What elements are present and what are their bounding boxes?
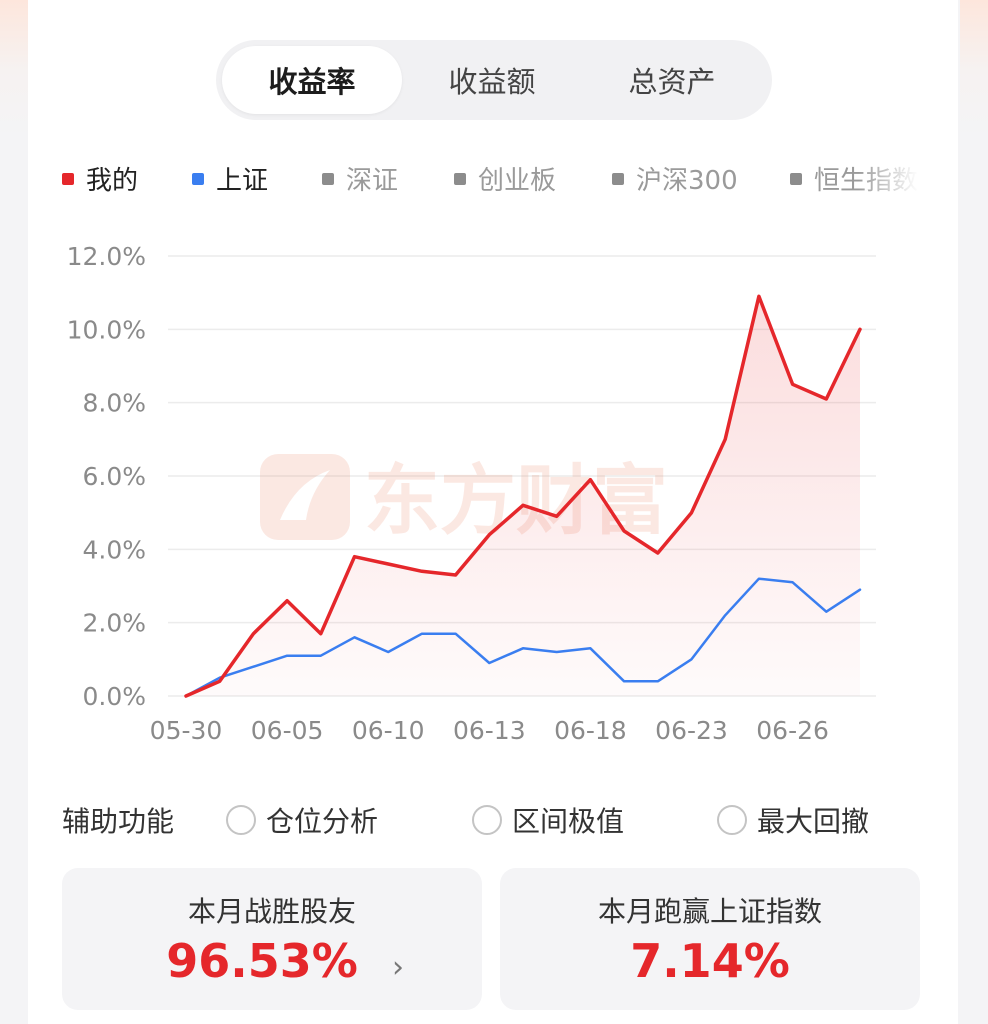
x-tick-label: 06-18 xyxy=(554,716,627,745)
stat-label: 本月战胜股友 xyxy=(187,895,356,928)
option-label: 最大回撤 xyxy=(757,805,870,838)
series-area-0 xyxy=(186,296,860,696)
option-max-drawdown[interactable]: 最大回撤 xyxy=(717,800,869,840)
option-label: 仓位分析 xyxy=(266,805,379,838)
series-line-mine xyxy=(184,294,862,698)
legend-swatch-icon xyxy=(192,172,204,185)
radio-icon[interactable] xyxy=(717,805,747,835)
legend-item-chinext[interactable]: 创业板 xyxy=(454,160,556,197)
x-tick-label: 06-05 xyxy=(251,716,324,745)
option-label: 区间极值 xyxy=(512,805,625,838)
legend-label: 深证 xyxy=(346,166,399,196)
legend-label: 沪深300 xyxy=(636,166,738,196)
chevron-right-icon[interactable]: › xyxy=(392,950,404,985)
y-tick-label: 0.0% xyxy=(82,682,146,711)
stat-label: 本月跑赢上证指数 xyxy=(597,895,822,928)
watermark-logo-mark xyxy=(280,470,330,520)
return-rate-chart: 东方财富 0.0%2.0%4.0%6.0%8.0%10.0%12.0% 05-3… xyxy=(67,242,876,745)
y-tick-label: 12.0% xyxy=(67,242,146,271)
watermark-logo-icon xyxy=(260,454,350,540)
legend-swatch-icon xyxy=(790,172,802,185)
x-tick-label: 06-10 xyxy=(352,716,425,745)
y-tick-label: 2.0% xyxy=(82,609,146,638)
y-tick-label: 10.0% xyxy=(67,315,146,344)
tab-return-rate[interactable]: 收益率 xyxy=(222,46,402,114)
legend-item-shanghai[interactable]: 上证 xyxy=(192,160,268,197)
tab-total-assets[interactable]: 总资产 xyxy=(628,65,716,99)
x-tick-label: 05-30 xyxy=(150,716,223,745)
chart-card: 收益率 收益额 总资产 我的 上证 深证 创业板 沪深300 恒生指数 xyxy=(28,0,958,1024)
y-tick-label: 8.0% xyxy=(82,389,146,418)
aux-functions: 辅助功能 仓位分析 区间极值 最大回撤 xyxy=(62,800,922,842)
x-tick-label: 06-13 xyxy=(453,716,526,745)
legend-fade xyxy=(858,160,918,200)
legend-label: 创业板 xyxy=(478,166,557,196)
series-line-shanghai xyxy=(184,577,862,698)
y-tick-label: 6.0% xyxy=(82,462,146,491)
tab-bar: 收益率 收益额 总资产 xyxy=(216,40,772,120)
right-edge xyxy=(960,0,988,1024)
x-tick-label: 06-23 xyxy=(655,716,728,745)
legend-swatch-icon xyxy=(322,172,334,185)
option-position-analysis[interactable]: 仓位分析 xyxy=(226,800,378,840)
legend: 我的 上证 深证 创业板 沪深300 恒生指数 xyxy=(62,160,918,200)
legend-swatch-icon xyxy=(454,172,466,185)
radio-icon[interactable] xyxy=(472,805,502,835)
legend-swatch-icon xyxy=(62,172,74,185)
aux-title: 辅助功能 xyxy=(62,805,175,838)
left-edge xyxy=(0,0,28,1024)
option-range-extremes[interactable]: 区间极值 xyxy=(472,800,624,840)
y-axis: 0.0% 2.0% 4.0% 6.0% 8.0% 10.0% 12.0% xyxy=(67,242,146,711)
y-tick-label: 4.0% xyxy=(82,535,146,564)
stat-beat-peers[interactable]: 本月战胜股友 96.53% › xyxy=(62,868,482,1010)
legend-label: 上证 xyxy=(216,166,269,196)
series xyxy=(184,294,862,698)
radio-icon[interactable] xyxy=(226,805,256,835)
legend-item-shenzhen[interactable]: 深证 xyxy=(322,160,398,197)
legend-item-csi300[interactable]: 沪深300 xyxy=(612,160,738,197)
stat-beat-index: 本月跑赢上证指数 7.14% xyxy=(500,868,920,1010)
legend-item-mine[interactable]: 我的 xyxy=(62,160,138,197)
legend-swatch-icon xyxy=(612,172,624,185)
legend-label: 我的 xyxy=(86,166,139,196)
stat-value: 96.53% xyxy=(166,934,358,988)
x-tick-label: 06-26 xyxy=(756,716,829,745)
x-axis: 05-30 06-05 06-10 06-13 06-18 06-23 06-26 xyxy=(150,716,829,745)
tab-return-amount[interactable]: 收益额 xyxy=(448,65,536,99)
stat-value: 7.14% xyxy=(630,934,790,988)
